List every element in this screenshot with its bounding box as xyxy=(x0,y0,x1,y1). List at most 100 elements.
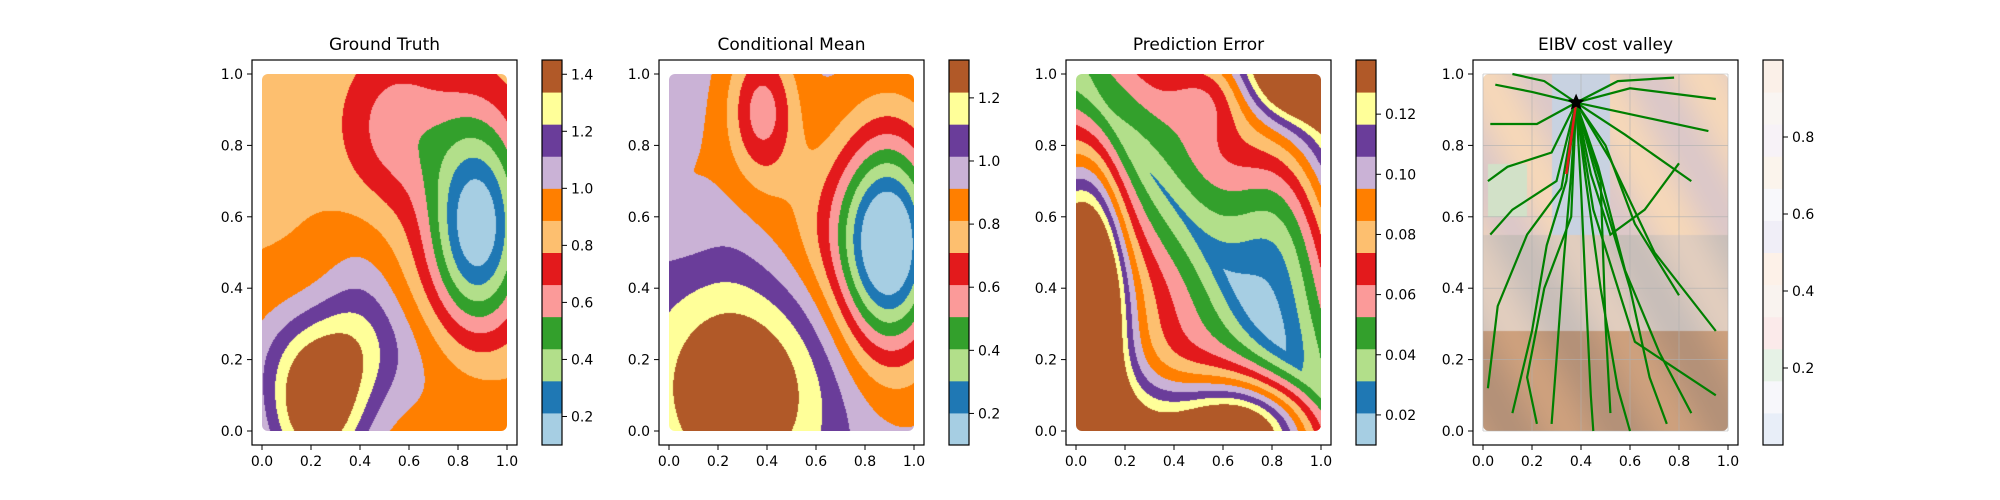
colorbar-band xyxy=(1356,60,1376,93)
y-tick-label: 0.6 xyxy=(1035,210,1057,226)
y-tick-label: 0.0 xyxy=(1035,424,1057,440)
colorbar: 0.02 0.04 0.06 0.08 0.10 0.12 xyxy=(1355,59,1416,446)
y-tick-label: 0.6 xyxy=(1442,210,1464,226)
tree-path xyxy=(1487,102,1578,182)
y-tick-label: 0.0 xyxy=(1442,424,1464,440)
colorbar-band xyxy=(949,316,969,350)
colorbar-tick-label: 0.08 xyxy=(1385,227,1416,243)
selected-path xyxy=(1565,102,1578,175)
x-tick-label: 0.6 xyxy=(1212,454,1234,470)
x-tick-label: 0.8 xyxy=(1668,454,1690,470)
colorbar-band xyxy=(542,188,562,221)
panel-ground-truth: Ground Truth 0.0 0.2 0.4 0.6 0.8 1.0 0.0 0.2 0.4… xyxy=(221,35,594,470)
tree-path xyxy=(1486,102,1578,389)
colorbar-tick-label: 0.4 xyxy=(978,343,1000,359)
colorbar-band xyxy=(542,412,562,446)
x-tick-label: 0.4 xyxy=(1163,454,1185,470)
colorbar-band xyxy=(1356,124,1376,157)
panel-title: Ground Truth xyxy=(329,35,440,55)
colorbar-tick-label: 0.06 xyxy=(1385,288,1416,304)
axes-frame xyxy=(251,59,518,446)
x-tick-label: 1.0 xyxy=(1717,454,1739,470)
colorbar-band xyxy=(949,156,969,189)
axes-frame xyxy=(658,59,925,446)
colorbar-tick-label: 0.2 xyxy=(978,406,1000,422)
heatmap-image xyxy=(1076,74,1321,431)
x-tick-label: 0.0 xyxy=(1472,454,1494,470)
tree-path xyxy=(1575,102,1717,397)
heatmap-image xyxy=(262,74,507,431)
x-tick-label: 1.0 xyxy=(1310,454,1332,470)
colorbar-band xyxy=(949,60,969,93)
tree-path xyxy=(1575,101,1692,183)
colorbar-band xyxy=(1356,380,1376,414)
colorbar-band xyxy=(542,252,562,286)
y-tick-label: 0.4 xyxy=(1442,281,1464,297)
y-tick-label: 0.4 xyxy=(221,281,243,297)
x-tick-label: 0.8 xyxy=(1261,454,1283,470)
colorbar-band xyxy=(1356,188,1376,221)
tree-path xyxy=(1575,102,1680,237)
y-tick-label: 0.2 xyxy=(221,353,243,369)
colorbar-band xyxy=(949,252,969,286)
colorbar-band xyxy=(1763,380,1783,414)
colorbar-band xyxy=(949,380,969,414)
panel-eibv-cost-valley: EIBV cost valley 0.0 0.2 0.4 0.6 0.8 1.0 0.0 0.… xyxy=(1442,35,1815,470)
x-tick-label: 1.0 xyxy=(496,454,518,470)
colorbar-tick-label: 0.6 xyxy=(978,280,1000,296)
axes-frame xyxy=(1065,59,1332,446)
y-tick-label: 1.0 xyxy=(628,67,650,83)
x-tick-label: 0.8 xyxy=(447,454,469,470)
colorbar-tick-label: 1.4 xyxy=(571,67,593,83)
panel-conditional-mean: Conditional Mean 0.0 0.2 0.4 0.6 0.8 1.0 0.0 0.… xyxy=(628,35,1001,470)
y-tick-label: 1.0 xyxy=(221,67,243,83)
colorbar-tick-label: 0.6 xyxy=(1792,207,1814,223)
colorbar-band xyxy=(1356,220,1376,253)
y-tick-label: 0.6 xyxy=(628,210,650,226)
colorbar-frame xyxy=(541,59,563,446)
y-tick-label: 0.2 xyxy=(1035,353,1057,369)
tree-path xyxy=(1495,83,1577,104)
panel-prediction-error: Prediction Error 0.0 0.2 0.4 0.6 0.8 1.0 0.0 0.… xyxy=(1035,35,1417,470)
colorbar-tick-label: 0.6 xyxy=(571,295,593,311)
tree-path xyxy=(1575,76,1675,104)
colorbar-band xyxy=(542,348,562,382)
colorbar-band xyxy=(542,124,562,157)
colorbar-tick-label: 0.02 xyxy=(1385,408,1416,424)
y-tick-label: 0.4 xyxy=(628,281,650,297)
x-tick-label: 1.0 xyxy=(903,454,925,470)
colorbar-frame xyxy=(948,59,970,446)
colorbar-band xyxy=(1356,316,1376,350)
x-tick-label: 0.2 xyxy=(1521,454,1543,470)
colorbar-tick-label: 1.0 xyxy=(571,181,593,197)
colorbar-band xyxy=(542,220,562,253)
y-tick-label: 0.8 xyxy=(1035,138,1057,154)
panel-title: Conditional Mean xyxy=(718,35,866,55)
colorbar-band xyxy=(1763,156,1783,189)
colorbar-tick-label: 0.8 xyxy=(978,217,1000,233)
y-tick-label: 0.2 xyxy=(628,353,650,369)
colorbar: 0.2 0.4 0.6 0.8 xyxy=(1762,59,1814,446)
colorbar-band xyxy=(1763,92,1783,125)
colorbar-band xyxy=(542,380,562,414)
colorbar-band xyxy=(542,316,562,350)
colorbar-tick-label: 0.4 xyxy=(1792,284,1814,300)
colorbar-band xyxy=(1356,412,1376,446)
tree-path xyxy=(1489,102,1578,236)
colorbar-band xyxy=(949,284,969,318)
start-star-marker xyxy=(1567,93,1585,110)
colorbar-band xyxy=(1763,412,1783,446)
colorbar-frame xyxy=(1762,59,1784,446)
colorbar-band xyxy=(1763,220,1783,253)
y-tick-label: 0.0 xyxy=(221,424,243,440)
tree-path xyxy=(1575,102,1717,332)
colorbar-band xyxy=(949,348,969,382)
colorbar-tick-label: 0.8 xyxy=(571,238,593,254)
tree-path xyxy=(1575,102,1632,432)
y-tick-label: 1.0 xyxy=(1035,67,1057,83)
x-tick-label: 0.6 xyxy=(1619,454,1641,470)
x-tick-label: 0.4 xyxy=(349,454,371,470)
tree-path xyxy=(1525,102,1578,425)
colorbar-band xyxy=(949,188,969,221)
y-tick-label: 1.0 xyxy=(1442,67,1464,83)
